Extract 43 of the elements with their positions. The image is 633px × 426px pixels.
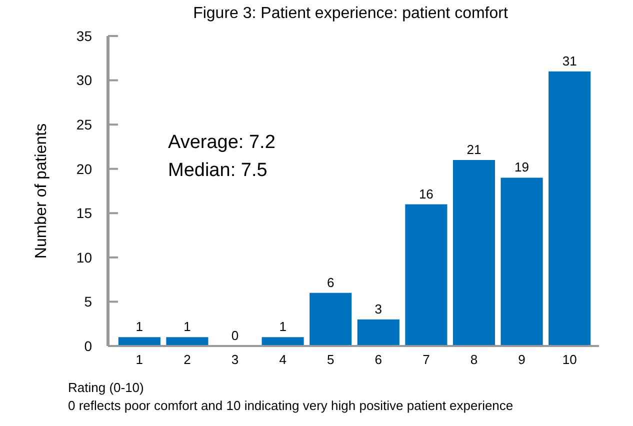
bar xyxy=(262,337,304,346)
x-tick-label: 9 xyxy=(518,352,526,367)
data-label: 31 xyxy=(562,53,577,68)
bar xyxy=(310,292,352,346)
bar xyxy=(405,204,448,346)
bar xyxy=(118,337,160,346)
bar xyxy=(500,178,543,346)
data-label: 19 xyxy=(514,160,530,175)
data-label: 6 xyxy=(326,274,334,290)
data-label: 21 xyxy=(466,142,482,157)
text: 0 reflects poor comfort and 10 indicating very high positive patient experience xyxy=(68,398,514,413)
annotation: Average: 7.2 xyxy=(168,132,276,153)
x-tick-label: 3 xyxy=(231,352,239,367)
y-tick-label: 0 xyxy=(84,338,92,354)
data-label: 1 xyxy=(184,319,191,334)
y-tick-label: 5 xyxy=(84,294,92,310)
x-tick-label: 7 xyxy=(422,352,430,367)
bar xyxy=(166,337,208,346)
x-tick-label: 10 xyxy=(562,352,577,367)
y-tick-label: 30 xyxy=(76,72,92,88)
annotation: Median: 7.5 xyxy=(168,160,268,181)
y-tick-label: 10 xyxy=(76,249,92,266)
data-label: 16 xyxy=(418,186,434,202)
y-tick-label: 20 xyxy=(76,160,92,177)
y-tick-label: 25 xyxy=(76,116,92,132)
x-tick-label: 2 xyxy=(184,352,191,367)
data-label: 1 xyxy=(136,319,144,334)
y-tick-label: 35 xyxy=(76,28,92,44)
data-label: 0 xyxy=(231,328,239,343)
chart-title: Figure 3: Patient experience: patient comfort xyxy=(193,5,508,22)
x-tick-label: 4 xyxy=(279,352,286,367)
y-tick-label: 15 xyxy=(76,205,92,222)
x-axis-title: Rating (0-10) xyxy=(68,380,144,395)
x-tick-label: 5 xyxy=(326,352,334,367)
bar xyxy=(452,160,496,346)
bar xyxy=(357,319,400,346)
x-tick-label: 6 xyxy=(374,352,382,367)
bar xyxy=(548,71,591,346)
data-label: 3 xyxy=(374,301,382,316)
x-tick-label: 8 xyxy=(470,352,478,367)
x-tick-label: 1 xyxy=(136,352,144,367)
y-axis-title: Number of patients xyxy=(33,123,50,259)
data-label: 1 xyxy=(279,319,286,334)
